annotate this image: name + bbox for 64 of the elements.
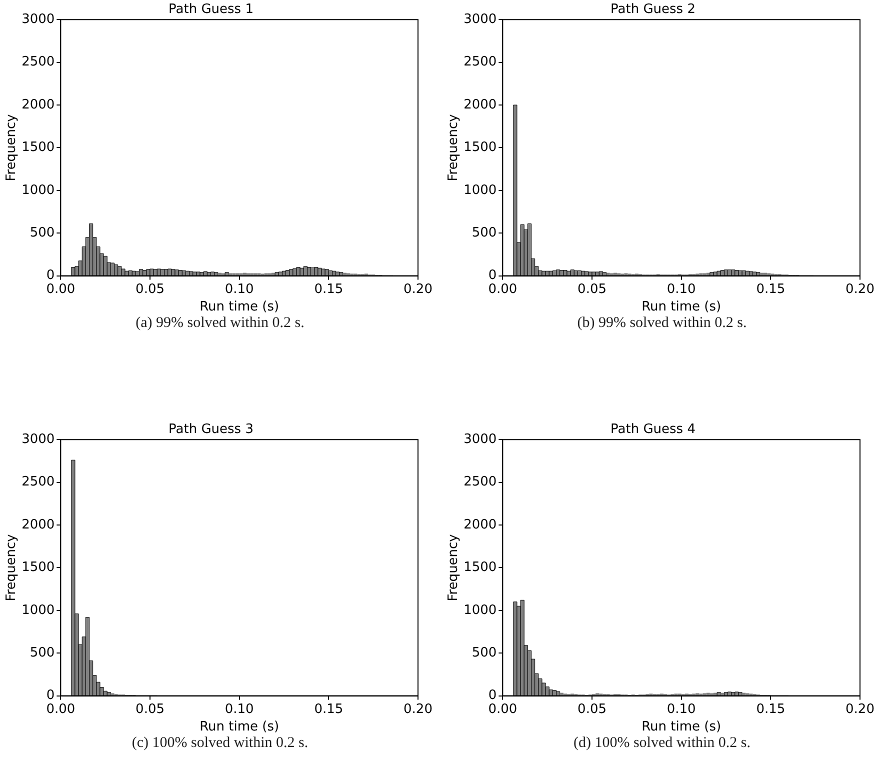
y-tick-label: 2000 (22, 97, 55, 112)
x-tick-label: 0.20 (404, 702, 432, 717)
x-tick-label: 0.05 (578, 702, 606, 717)
text: (b) 99% solved within 0.2 s. (576, 315, 748, 332)
y-tick-label: 2500 (464, 54, 497, 70)
chart-title: Path Guess 1 (168, 2, 254, 18)
y-tick-label: 1500 (22, 560, 55, 576)
x-tick-label: 0.05 (578, 282, 606, 297)
x-axis-title: Run time (s) (200, 300, 280, 315)
x-tick-label: 0.10 (666, 282, 696, 297)
chart-title: Path Guess 3 (168, 422, 254, 438)
x-tick-label: 0.00 (488, 702, 518, 717)
y-tick-label: 3000 (22, 12, 55, 27)
y-tick-label: 0 (46, 268, 55, 284)
x-tick-label: 0.15 (314, 282, 344, 297)
chart-title: Path Guess 4 (610, 422, 696, 438)
y-tick-label: 1500 (464, 560, 497, 576)
x-tick-label: 0.20 (846, 282, 874, 297)
y-tick-label: 2500 (464, 474, 497, 490)
x-tick-label: 0.15 (314, 702, 344, 717)
x-tick-label: 0.10 (666, 702, 696, 717)
x-axis-title: Run time (s) (642, 300, 722, 315)
x-tick-label: 0.00 (46, 702, 76, 717)
y-axis-title: Frequency (4, 534, 20, 602)
y-tick-label: 0 (488, 688, 497, 704)
text: (d) 100% solved within 0.2 s. (572, 735, 752, 752)
y-tick-label: 1500 (464, 140, 497, 156)
y-tick-label: 0 (46, 688, 55, 704)
x-tick-label: 0.05 (136, 702, 164, 717)
chart-title: Path Guess 2 (610, 2, 696, 18)
x-tick-label: 0.15 (756, 282, 786, 297)
x-tick-label: 0.15 (756, 702, 786, 717)
y-tick-label: 500 (472, 225, 497, 240)
y-tick-label: 500 (30, 645, 55, 660)
x-axis-title: Run time (s) (642, 720, 722, 735)
y-axis-title: Frequency (446, 534, 462, 602)
y-tick-label: 1000 (464, 602, 497, 618)
y-tick-label: 2000 (464, 517, 497, 532)
y-tick-label: 1000 (22, 602, 55, 618)
x-tick-label: 0.10 (224, 282, 254, 297)
y-tick-label: 2000 (464, 97, 497, 112)
y-tick-label: 1000 (22, 182, 55, 198)
text: (a) 99% solved within 0.2 s. (134, 315, 306, 332)
y-tick-label: 1500 (22, 140, 55, 156)
y-tick-label: 3000 (464, 432, 497, 447)
y-axis-title: Frequency (4, 114, 20, 182)
y-tick-label: 3000 (22, 432, 55, 447)
y-tick-label: 2000 (22, 517, 55, 532)
x-tick-label: 0.10 (224, 702, 254, 717)
y-tick-label: 500 (30, 225, 55, 240)
x-axis-title: Run time (s) (200, 720, 280, 735)
x-tick-label: 0.05 (136, 282, 164, 297)
y-tick-label: 500 (472, 645, 497, 660)
y-tick-label: 2500 (22, 54, 55, 70)
x-tick-label: 0.00 (488, 282, 518, 297)
y-tick-label: 2500 (22, 474, 55, 490)
x-tick-label: 0.20 (404, 282, 432, 297)
y-tick-label: 3000 (464, 12, 497, 27)
y-tick-label: 1000 (464, 182, 497, 198)
x-tick-label: 0.00 (46, 282, 76, 297)
x-tick-label: 0.20 (846, 702, 874, 717)
text: (c) 100% solved within 0.2 s. (130, 735, 310, 752)
y-axis-title: Frequency (446, 114, 462, 182)
y-tick-label: 0 (488, 268, 497, 284)
